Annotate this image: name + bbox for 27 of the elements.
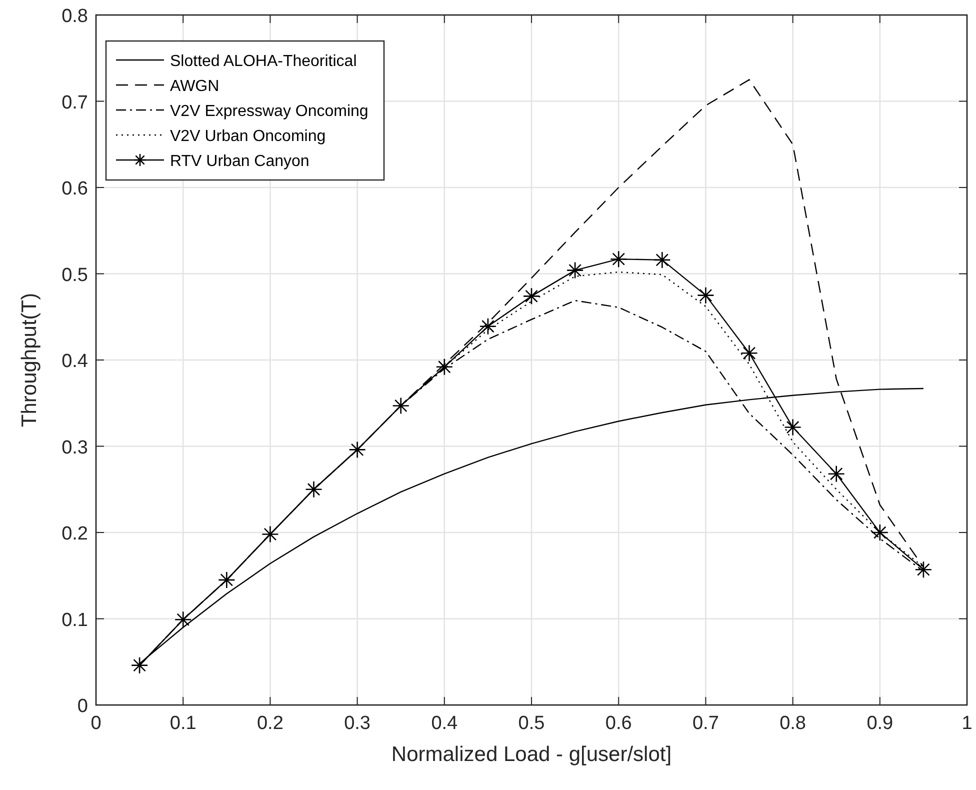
x-tick-label: 0.6 (605, 713, 632, 734)
y-tick-label: 0.8 (62, 6, 88, 27)
x-tick-label: 0 (90, 713, 102, 734)
x-tick-label: 0.8 (780, 713, 806, 734)
x-axis-title: Normalized Load - g[user/slot] (391, 743, 672, 766)
x-tick-label: 1 (962, 713, 972, 734)
y-tick-label: 0.1 (62, 610, 88, 631)
x-tick-label: 0.1 (170, 713, 196, 734)
legend-label: Slotted ALOHA-Theoritical (170, 53, 357, 70)
x-tick-label: 0.3 (344, 713, 371, 734)
y-axis-title: Throughput(T) (18, 292, 41, 428)
y-tick-label: 0.5 (62, 264, 88, 286)
y-tick-label: 0.4 (62, 351, 88, 372)
x-tick-label: 0.7 (692, 713, 719, 734)
y-tick-label: 0 (77, 696, 88, 717)
legend-label: V2V Expressway Oncoming (170, 103, 368, 120)
x-tick-label: 0.9 (866, 713, 894, 734)
y-tick-label: 0.3 (62, 437, 88, 458)
x-tick-label: 0.2 (256, 713, 284, 734)
legend-label: AWGN (170, 78, 220, 95)
legend-label: V2V Urban Oncoming (170, 128, 326, 145)
y-tick-label: 0.6 (62, 178, 88, 200)
x-tick-label: 0.4 (431, 713, 458, 734)
legend-label: RTV Urban Canyon (170, 153, 310, 170)
y-tick-label: 0.2 (62, 524, 88, 544)
x-tick-label: 0.5 (518, 713, 545, 734)
y-tick-label: 0.7 (62, 92, 88, 114)
